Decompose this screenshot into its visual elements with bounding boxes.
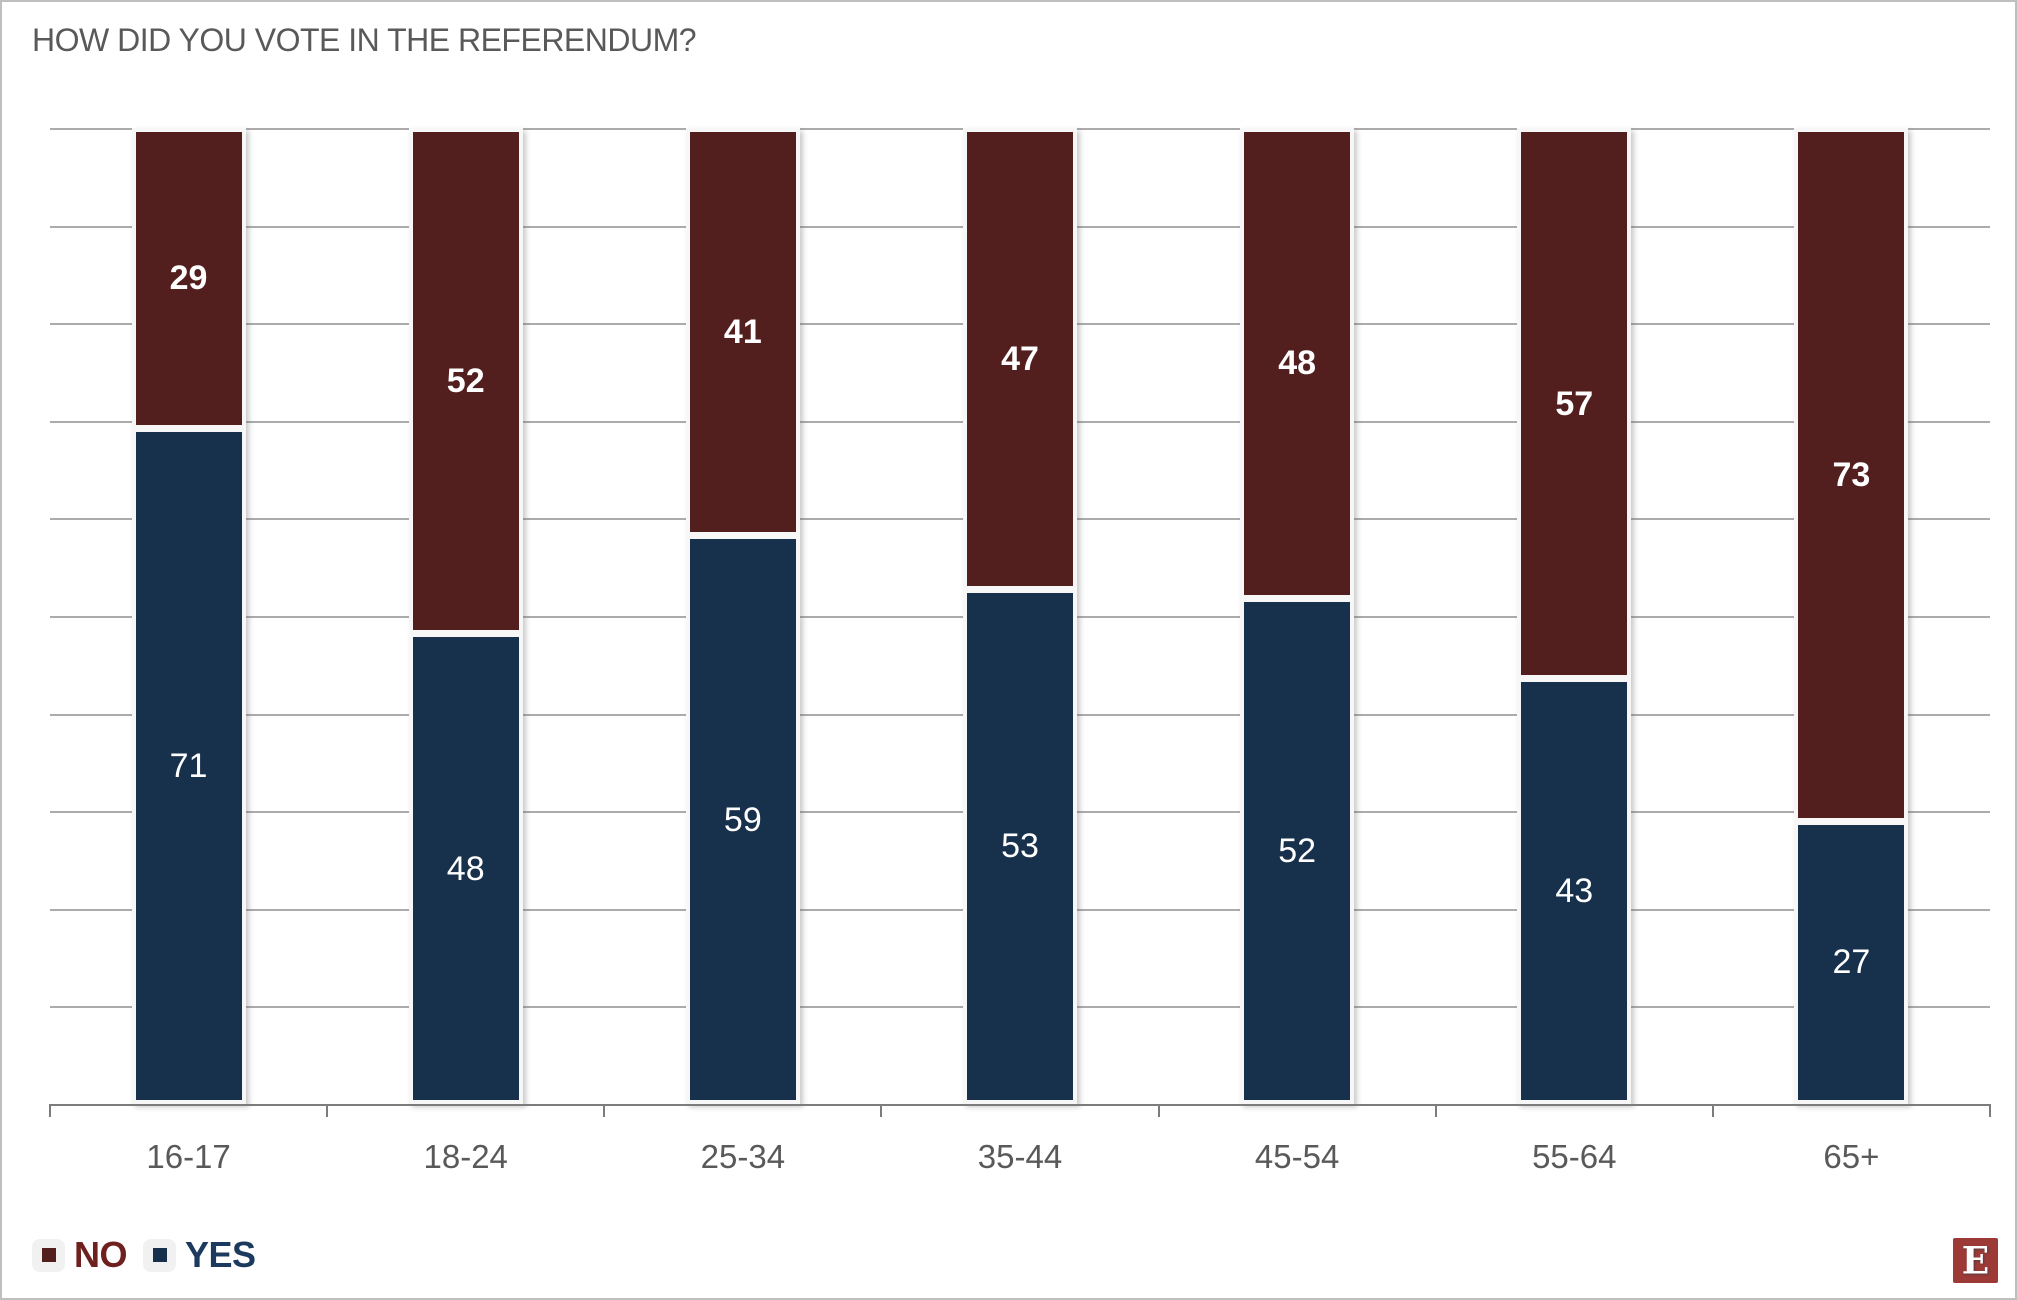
stacked-bar: 29 71 (131, 128, 246, 1104)
x-axis-tick (1157, 1104, 1160, 1117)
x-axis-label-25-34: 25-34 (700, 1138, 786, 1175)
x-axis-label-16-17: 16-17 (146, 1138, 231, 1175)
bar-column-18-24: 52 48 (327, 128, 604, 1104)
stacked-bar: 41 59 (685, 128, 800, 1104)
stacked-bar: 57 43 (1517, 128, 1632, 1104)
x-axis-tick (1711, 1104, 1714, 1117)
bar-value-label: 53 (1001, 827, 1039, 866)
bar-column-55-64: 57 43 (1436, 128, 1713, 1104)
bar-value-label: 52 (446, 362, 485, 401)
bar-segment-no: 57 (1521, 132, 1628, 676)
publisher-logo: E (1953, 1238, 1998, 1283)
legend-swatch-yes-bg (143, 1238, 176, 1272)
legend-item-no: NO (32, 1234, 128, 1276)
legend-swatch-yes (152, 1248, 167, 1262)
bar-value-label: 73 (1832, 455, 1871, 494)
x-axis-label-45-54: 45-54 (1254, 1138, 1340, 1175)
bar-column-65+: 73 27 (1713, 128, 1990, 1104)
stacked-bar: 73 27 (1794, 128, 1909, 1104)
stacked-bar: 47 53 (962, 128, 1077, 1104)
bar-value-label: 47 (1001, 339, 1039, 378)
bar-segment-no: 29 (135, 132, 242, 425)
x-axis-tick (880, 1104, 883, 1117)
bar-segment-yes: 43 (1521, 675, 1628, 1100)
bar-segment-yes: 59 (689, 532, 796, 1100)
bar-segment-no: 41 (689, 132, 796, 533)
bar-value-label: 57 (1555, 384, 1594, 423)
bar-segment-yes: 48 (412, 630, 519, 1100)
bar-value-label: 48 (1278, 344, 1317, 383)
bar-segment-yes: 52 (1244, 594, 1351, 1100)
legend-label-yes: YES (185, 1234, 256, 1275)
bar-value-label: 27 (1832, 943, 1871, 982)
bar-value-label: 41 (723, 313, 762, 352)
publisher-logo-letter: E (1961, 1238, 1990, 1283)
bar-column-25-34: 41 59 (604, 128, 881, 1104)
plot-area: 29 71 52 48 41 59 47 53 48 52 57 43 73 27 (49, 128, 1991, 1117)
stacked-bar: 48 52 (1240, 128, 1355, 1104)
bar-segment-yes: 71 (135, 424, 242, 1100)
legend-swatch-no-bg (32, 1238, 65, 1272)
bar-column-35-44: 47 53 (881, 128, 1158, 1104)
bar-value-label: 71 (169, 746, 208, 785)
x-axis-label-18-24: 18-24 (423, 1138, 508, 1175)
bar-segment-no: 52 (412, 132, 519, 631)
bar-value-label: 43 (1555, 872, 1594, 910)
x-axis-tick (49, 1104, 51, 1117)
legend-item-yes: YES (143, 1234, 256, 1276)
x-axis-tick (1989, 1104, 1991, 1117)
legend-swatch-no (41, 1248, 56, 1262)
x-axis-line (50, 1104, 1990, 1106)
x-axis-tick (1434, 1104, 1437, 1117)
legend: NO YES (32, 1234, 256, 1276)
bar-column-45-54: 48 52 (1159, 128, 1436, 1104)
bar-value-label: 48 (446, 849, 485, 888)
x-axis-labels: 16-17 18-24 25-34 35-44 45-54 55-64 65+ (50, 1138, 1990, 1176)
bar-column-16-17: 29 71 (50, 128, 327, 1104)
x-axis-label-55-64: 55-64 (1532, 1138, 1617, 1175)
stacked-bar: 52 48 (408, 128, 523, 1104)
bar-value-label: 29 (169, 259, 208, 298)
bar-segment-yes: 27 (1798, 817, 1905, 1100)
chart-title: HOW DID YOU VOTE IN THE REFERENDUM? (32, 22, 697, 58)
bar-segment-yes: 53 (966, 585, 1073, 1100)
bar-value-label: 52 (1278, 831, 1317, 870)
bar-value-label: 59 (723, 800, 762, 839)
bar-segment-no: 48 (1244, 132, 1351, 595)
bar-segment-no: 47 (966, 132, 1073, 586)
x-axis-label-35-44: 35-44 (977, 1138, 1063, 1175)
x-axis-tick (603, 1104, 606, 1117)
legend-label-no: NO (74, 1234, 128, 1275)
x-axis-label-65+: 65+ (1823, 1138, 1880, 1175)
bar-segment-no: 73 (1798, 132, 1905, 818)
x-axis-tick (326, 1104, 329, 1117)
